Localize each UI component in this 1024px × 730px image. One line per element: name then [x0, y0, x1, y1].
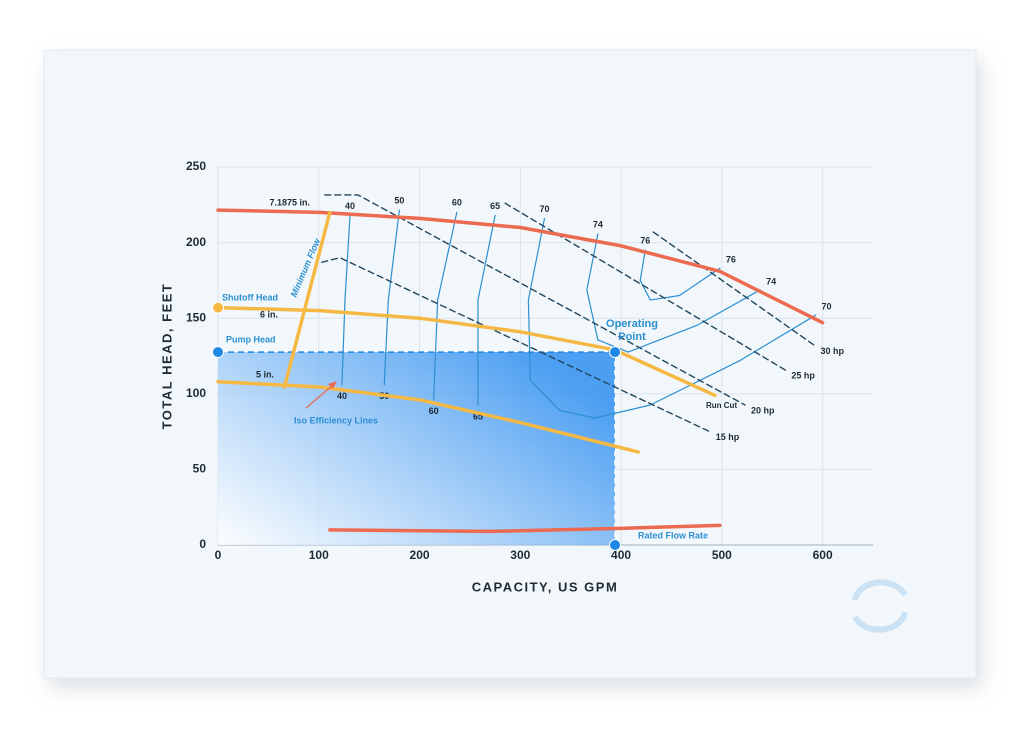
point-label: Pump Head — [226, 334, 276, 344]
efficiency-line — [341, 214, 351, 386]
point — [212, 346, 224, 359]
head-curve — [328, 523, 722, 534]
point-label: Rated Flow Rate — [638, 530, 708, 540]
y-tick-label: 150 — [186, 310, 206, 324]
annotation-arrow — [305, 384, 334, 409]
minimum-flow-line — [282, 210, 332, 389]
annotation: Iso Efficiency Lines — [294, 415, 378, 425]
efficiency-label: 76 — [726, 255, 736, 265]
head-curve — [216, 208, 825, 325]
logo — [852, 579, 908, 633]
efficiency-line — [586, 233, 761, 353]
efficiency-line — [433, 211, 458, 401]
curve-label: 7.1875 in. — [269, 197, 310, 207]
efficiency-line — [383, 209, 400, 386]
x-tick-label: 200 — [410, 548, 430, 562]
point — [609, 539, 622, 551]
efficiency-label: 70 — [822, 302, 832, 312]
power-label: 25 hp — [791, 370, 815, 380]
plot-area: 0 50 100 150 200 250 0 100 200 300 400 500 600 40 40 50… — [186, 159, 873, 562]
efficiency-label: 60 — [452, 198, 462, 208]
curve-label: 5 in. — [256, 369, 274, 379]
efficiency-label: 40 — [345, 201, 355, 211]
annotation: Run Cut — [706, 401, 737, 410]
y-tick-label: 50 — [193, 462, 207, 476]
power-line — [652, 231, 816, 347]
x-tick-label: 0 — [215, 548, 222, 562]
efficiency-label: 65 — [490, 201, 500, 211]
x-tick-label: 300 — [510, 548, 530, 562]
x-tick-label: 600 — [813, 548, 833, 562]
point-label: Operating Point — [606, 318, 658, 343]
efficiency-label: 40 — [337, 391, 347, 401]
efficiency-label: 74 — [593, 219, 603, 229]
annotation-arrowhead — [328, 381, 337, 389]
curve-label: 6 in. — [260, 309, 278, 319]
y-tick-label: 250 — [186, 159, 206, 173]
x-tick-label: 400 — [611, 548, 631, 562]
efficiency-label: 50 — [394, 195, 404, 205]
power-line — [324, 194, 746, 406]
point — [609, 346, 622, 359]
efficiency-label: 74 — [766, 276, 776, 286]
power-line — [504, 202, 787, 371]
y-tick-label: 100 — [186, 386, 206, 400]
point — [212, 301, 224, 314]
efficiency-label: 65 — [473, 411, 483, 421]
power-line — [321, 257, 711, 433]
power-label: 20 hp — [751, 405, 775, 415]
x-tick-label: 500 — [712, 548, 732, 562]
power-label: 15 hp — [716, 432, 740, 442]
power-label: 30 hp — [821, 346, 845, 356]
operating-region — [218, 352, 616, 545]
efficiency-line — [639, 249, 721, 301]
efficiency-label: 76 — [640, 236, 650, 246]
efficiency-line — [527, 217, 817, 419]
point-label: Shutoff Head — [222, 292, 278, 302]
x-tick-label: 100 — [309, 548, 329, 562]
efficiency-label: 60 — [429, 406, 439, 416]
efficiency-line — [477, 214, 496, 406]
efficiency-label: 70 — [539, 204, 549, 214]
y-tick-label: 200 — [186, 235, 206, 249]
x-axis-label: CAPACITY, US GPM — [472, 579, 619, 594]
y-axis-label: TOTAL HEAD, FEET — [159, 283, 174, 430]
y-tick-label: 0 — [199, 537, 206, 551]
